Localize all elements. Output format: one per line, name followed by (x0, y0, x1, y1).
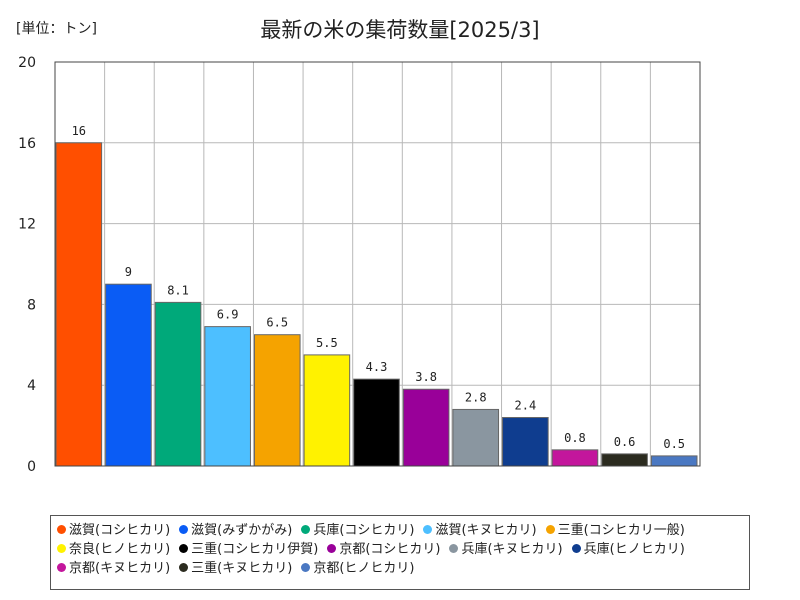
legend-label: 兵庫(ヒノヒカリ) (583, 542, 685, 557)
legend-item: 三重(コシヒカリ伊賀) (179, 540, 318, 559)
bar (55, 142, 103, 467)
legend-label: 三重(コシヒカリ伊賀) (191, 542, 319, 557)
legend-dot-icon (301, 525, 311, 534)
chart-title: 最新の米の集荷数量[2025/3] (260, 18, 540, 42)
legend-item: 京都(コシヒカリ) (327, 540, 440, 559)
legend-label: 京都(キヌヒカリ) (69, 561, 171, 576)
data-label: 9 (125, 265, 132, 279)
y-tick-labels: 0 4 8 12 16 20 (18, 55, 36, 475)
y-tick-label: 8 (27, 297, 36, 313)
legend-label: 京都(ヒノヒカリ) (313, 561, 415, 576)
legend-label: 京都(コシヒカリ) (339, 542, 441, 557)
legend-dot-icon (571, 544, 581, 553)
legend-label: 三重(コシヒカリ一般) (557, 523, 685, 538)
legend-dot-icon (327, 544, 337, 553)
legend-label: 兵庫(コシヒカリ) (313, 523, 415, 538)
legend-item: 京都(ヒノヒカリ) (301, 559, 414, 578)
data-label: 6.5 (266, 316, 288, 330)
legend-dot-icon (423, 525, 433, 534)
plot-frame (54, 61, 701, 467)
data-label: 2.8 (465, 390, 487, 404)
y-tick-label: 0 (27, 459, 36, 475)
data-label: 16 (72, 124, 86, 138)
y-tick-label: 4 (27, 378, 36, 394)
data-label: 0.6 (614, 435, 636, 449)
bar (303, 354, 351, 467)
legend-item: 三重(コシヒカリ一般) (545, 521, 685, 540)
data-label: 3.8 (415, 370, 437, 384)
data-label: 2.4 (515, 399, 537, 413)
legend-item: 滋賀(コシヒカリ) (57, 521, 170, 540)
data-label: 5.5 (316, 336, 338, 350)
bar (154, 301, 202, 467)
legend-dot-icon (179, 544, 189, 553)
legend-label: 滋賀(キヌヒカリ) (435, 523, 537, 538)
bar (502, 417, 549, 467)
data-label: 4.3 (366, 360, 388, 374)
legend-dot-icon (57, 525, 66, 534)
bar (253, 334, 301, 467)
legend-item: 兵庫(コシヒカリ) (301, 521, 414, 540)
data-label: 0.8 (564, 431, 586, 445)
legend-dot-icon (57, 563, 66, 572)
legend-label: 三重(キヌヒカリ) (191, 561, 293, 576)
legend-item: 三重(キヌヒカリ) (179, 559, 292, 578)
legend-dot-icon (179, 525, 189, 534)
legend-dot-icon (301, 563, 311, 572)
legend-dot-icon (179, 563, 189, 572)
legend-item: 奈良(ヒノヒカリ) (57, 540, 170, 559)
data-label: 0.5 (663, 437, 685, 451)
y-tick-label: 20 (18, 55, 36, 71)
bar-chart: 16 9 8.1 6.9 6.5 5.5 4.3 3.8 2.8 2.4 0.8 0.6 0.5 0 4 8… (18, 55, 701, 475)
legend-dot-icon (57, 544, 66, 553)
legend-label: 兵庫(キヌヒカリ) (461, 542, 563, 557)
bar (204, 326, 251, 467)
legend-label: 奈良(ヒノヒカリ) (69, 542, 171, 557)
data-label: 6.9 (217, 308, 239, 322)
bar (551, 449, 599, 467)
bar (650, 455, 698, 467)
legend-item: 滋賀(キヌヒカリ) (423, 521, 537, 540)
legend: 滋賀(コシヒカリ) 滋賀(みずかがみ) 兵庫(コシヒカリ) 滋賀(キヌヒカリ) 三重(コ… (50, 515, 750, 590)
legend-item: 兵庫(キヌヒカリ) (449, 540, 563, 559)
legend-item: 京都(キヌヒカリ) (57, 559, 170, 578)
bar (353, 378, 400, 467)
legend-item: 兵庫(ヒノヒカリ) (571, 540, 685, 559)
value-labels: 16 9 8.1 6.9 6.5 5.5 4.3 3.8 2.8 2.4 0.8 0.6 0.5 (72, 124, 685, 451)
legend-dot-icon (449, 544, 459, 553)
bar (402, 388, 450, 467)
legend-label: 滋賀(コシヒカリ) (69, 523, 171, 538)
legend-dot-icon (545, 525, 555, 534)
y-tick-label: 12 (18, 217, 36, 233)
bar (105, 283, 152, 467)
data-label: 8.1 (167, 283, 189, 297)
unit-label: [単位：トン] (16, 21, 97, 37)
bar (601, 453, 648, 467)
y-tick-label: 16 (18, 136, 36, 152)
legend-item: 滋賀(みずかがみ) (179, 521, 292, 540)
bars (55, 142, 698, 467)
legend-label: 滋賀(みずかがみ) (191, 523, 293, 538)
bar (452, 408, 500, 467)
